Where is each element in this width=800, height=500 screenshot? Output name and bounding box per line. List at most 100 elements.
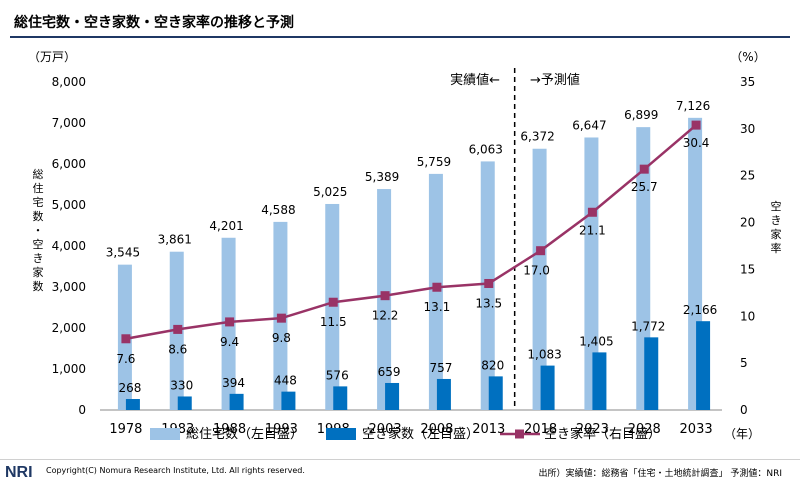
data-label-vacant: 2,166 — [683, 303, 717, 317]
data-label-total: 4,201 — [209, 219, 243, 233]
data-label-rate: 30.4 — [683, 136, 710, 150]
x-tick-label: 1993 — [265, 422, 298, 437]
right-axis-title-char: 家 — [771, 227, 782, 241]
data-label-vacant: 1,405 — [579, 334, 613, 348]
left-axis-title-char: ・ — [33, 224, 44, 237]
right-axis-title-char: 率 — [771, 241, 782, 255]
right-tick-label: 25 — [740, 169, 755, 183]
right-tick-label: 0 — [740, 403, 748, 417]
data-label-vacant: 1,772 — [631, 319, 665, 333]
left-tick-label: 2,000 — [52, 321, 86, 335]
data-label-vacant: 576 — [326, 368, 349, 382]
x-tick-label: 2008 — [420, 422, 453, 437]
bar-vacant — [644, 337, 659, 410]
marker-rate — [691, 120, 701, 130]
data-label-vacant: 268 — [118, 381, 141, 395]
data-label-vacant: 757 — [429, 361, 452, 375]
forecast-annotation: →予測値 — [530, 72, 580, 88]
data-label-rate: 8.6 — [168, 342, 187, 356]
bar-total — [532, 148, 547, 411]
bar-vacant — [333, 386, 348, 410]
data-label-vacant: 448 — [274, 374, 297, 388]
marker-rate — [587, 207, 597, 217]
data-label-vacant: 330 — [170, 378, 193, 392]
data-label-rate: 9.4 — [220, 335, 239, 349]
x-axis-unit: （年） — [724, 427, 760, 441]
left-tick-label: 8,000 — [52, 75, 86, 89]
right-axis-unit: （%） — [730, 50, 765, 64]
left-axis-title-char: き — [33, 252, 44, 265]
nri-logo: NRI — [5, 464, 33, 480]
data-label-rate: 9.8 — [272, 331, 291, 345]
source-text: 出所）実績値：総務省「住宅・土地統計調査」 予測値：NRI — [538, 469, 782, 479]
marker-rate — [536, 246, 546, 256]
bar-vacant — [229, 393, 244, 410]
bar-vacant — [281, 391, 296, 410]
marker-rate — [639, 164, 649, 174]
data-label-total: 5,759 — [417, 155, 451, 169]
legend-swatch-vacant — [326, 428, 356, 440]
left-tick-label: 7,000 — [52, 116, 86, 130]
left-tick-label: 3,000 — [52, 280, 86, 294]
left-tick-label: 4,000 — [52, 239, 86, 253]
left-tick-label: 1,000 — [52, 362, 86, 376]
bar-vacant — [385, 382, 400, 410]
left-tick-label: 0 — [78, 403, 86, 417]
left-axis-title-char: 住 — [33, 181, 44, 195]
left-tick-label: 5,000 — [52, 198, 86, 212]
svg-text:NRI: NRI — [5, 464, 33, 480]
data-label-total: 4,588 — [261, 203, 295, 217]
data-label-rate: 17.0 — [523, 264, 550, 278]
footer-divider — [0, 459, 800, 460]
data-label-total: 3,861 — [158, 233, 192, 247]
title-underline — [10, 36, 790, 38]
data-label-rate: 13.5 — [475, 296, 502, 310]
x-tick-label: 2023 — [576, 422, 609, 437]
left-axis-unit: （万戸） — [28, 50, 76, 64]
marker-rate — [484, 278, 494, 288]
x-tick-label: 2033 — [680, 422, 713, 437]
data-label-total: 3,545 — [106, 246, 140, 260]
right-axis-title-char: 空 — [771, 199, 782, 213]
legend-swatch-total — [150, 428, 180, 440]
data-label-rate: 12.2 — [372, 309, 399, 323]
bar-vacant — [540, 365, 555, 410]
left-axis-title-char: 数 — [33, 280, 44, 293]
bar-vacant — [436, 378, 451, 410]
marker-rate — [225, 317, 235, 327]
data-label-rate: 11.5 — [320, 315, 347, 329]
x-tick-label: 2003 — [369, 422, 402, 437]
bar-total — [325, 203, 340, 410]
data-label-total: 5,025 — [313, 185, 347, 199]
data-label-vacant: 1,083 — [527, 348, 561, 362]
bar-total — [428, 173, 443, 410]
bar-vacant — [488, 376, 503, 410]
chart-canvas: （万戸） （%） （年） 実績値← →予測値 0 1,000 2,000 3,000 4… — [28, 50, 782, 442]
data-label-total: 6,372 — [520, 130, 554, 144]
left-axis-title-char: 総 — [33, 167, 44, 181]
x-tick-label: 2013 — [472, 422, 505, 437]
bar-vacant — [125, 399, 140, 410]
marker-rate — [380, 291, 390, 301]
series-line-rate — [125, 124, 697, 341]
marker-rate — [276, 313, 286, 323]
data-label-total: 7,126 — [676, 99, 710, 113]
left-axis-title-char: 家 — [33, 265, 44, 279]
copyright-text: Copyright(C) Nomura Research Institute, … — [46, 466, 305, 475]
marker-rate — [173, 324, 183, 334]
marker-rate — [432, 282, 442, 292]
bar-vacant — [696, 321, 711, 410]
marker-rate — [121, 334, 131, 344]
right-axis-title-char: き — [771, 214, 782, 227]
left-axis-title-char: 宅 — [33, 195, 44, 209]
data-label-total: 5,389 — [365, 170, 399, 184]
bar-vacant — [177, 396, 192, 410]
actual-annotation: 実績値← — [450, 72, 500, 88]
right-tick-label: 5 — [740, 356, 748, 370]
legend-label-vacant: 空き家数（左目盛） — [362, 426, 479, 442]
right-tick-label: 30 — [740, 122, 755, 136]
data-label-total: 6,899 — [624, 108, 658, 122]
x-tick-label: 1988 — [213, 422, 246, 437]
legend-swatch-rate-marker — [515, 429, 524, 439]
chart-title: 総住宅数・空き家数・空き家率の推移と予測 — [14, 15, 294, 31]
